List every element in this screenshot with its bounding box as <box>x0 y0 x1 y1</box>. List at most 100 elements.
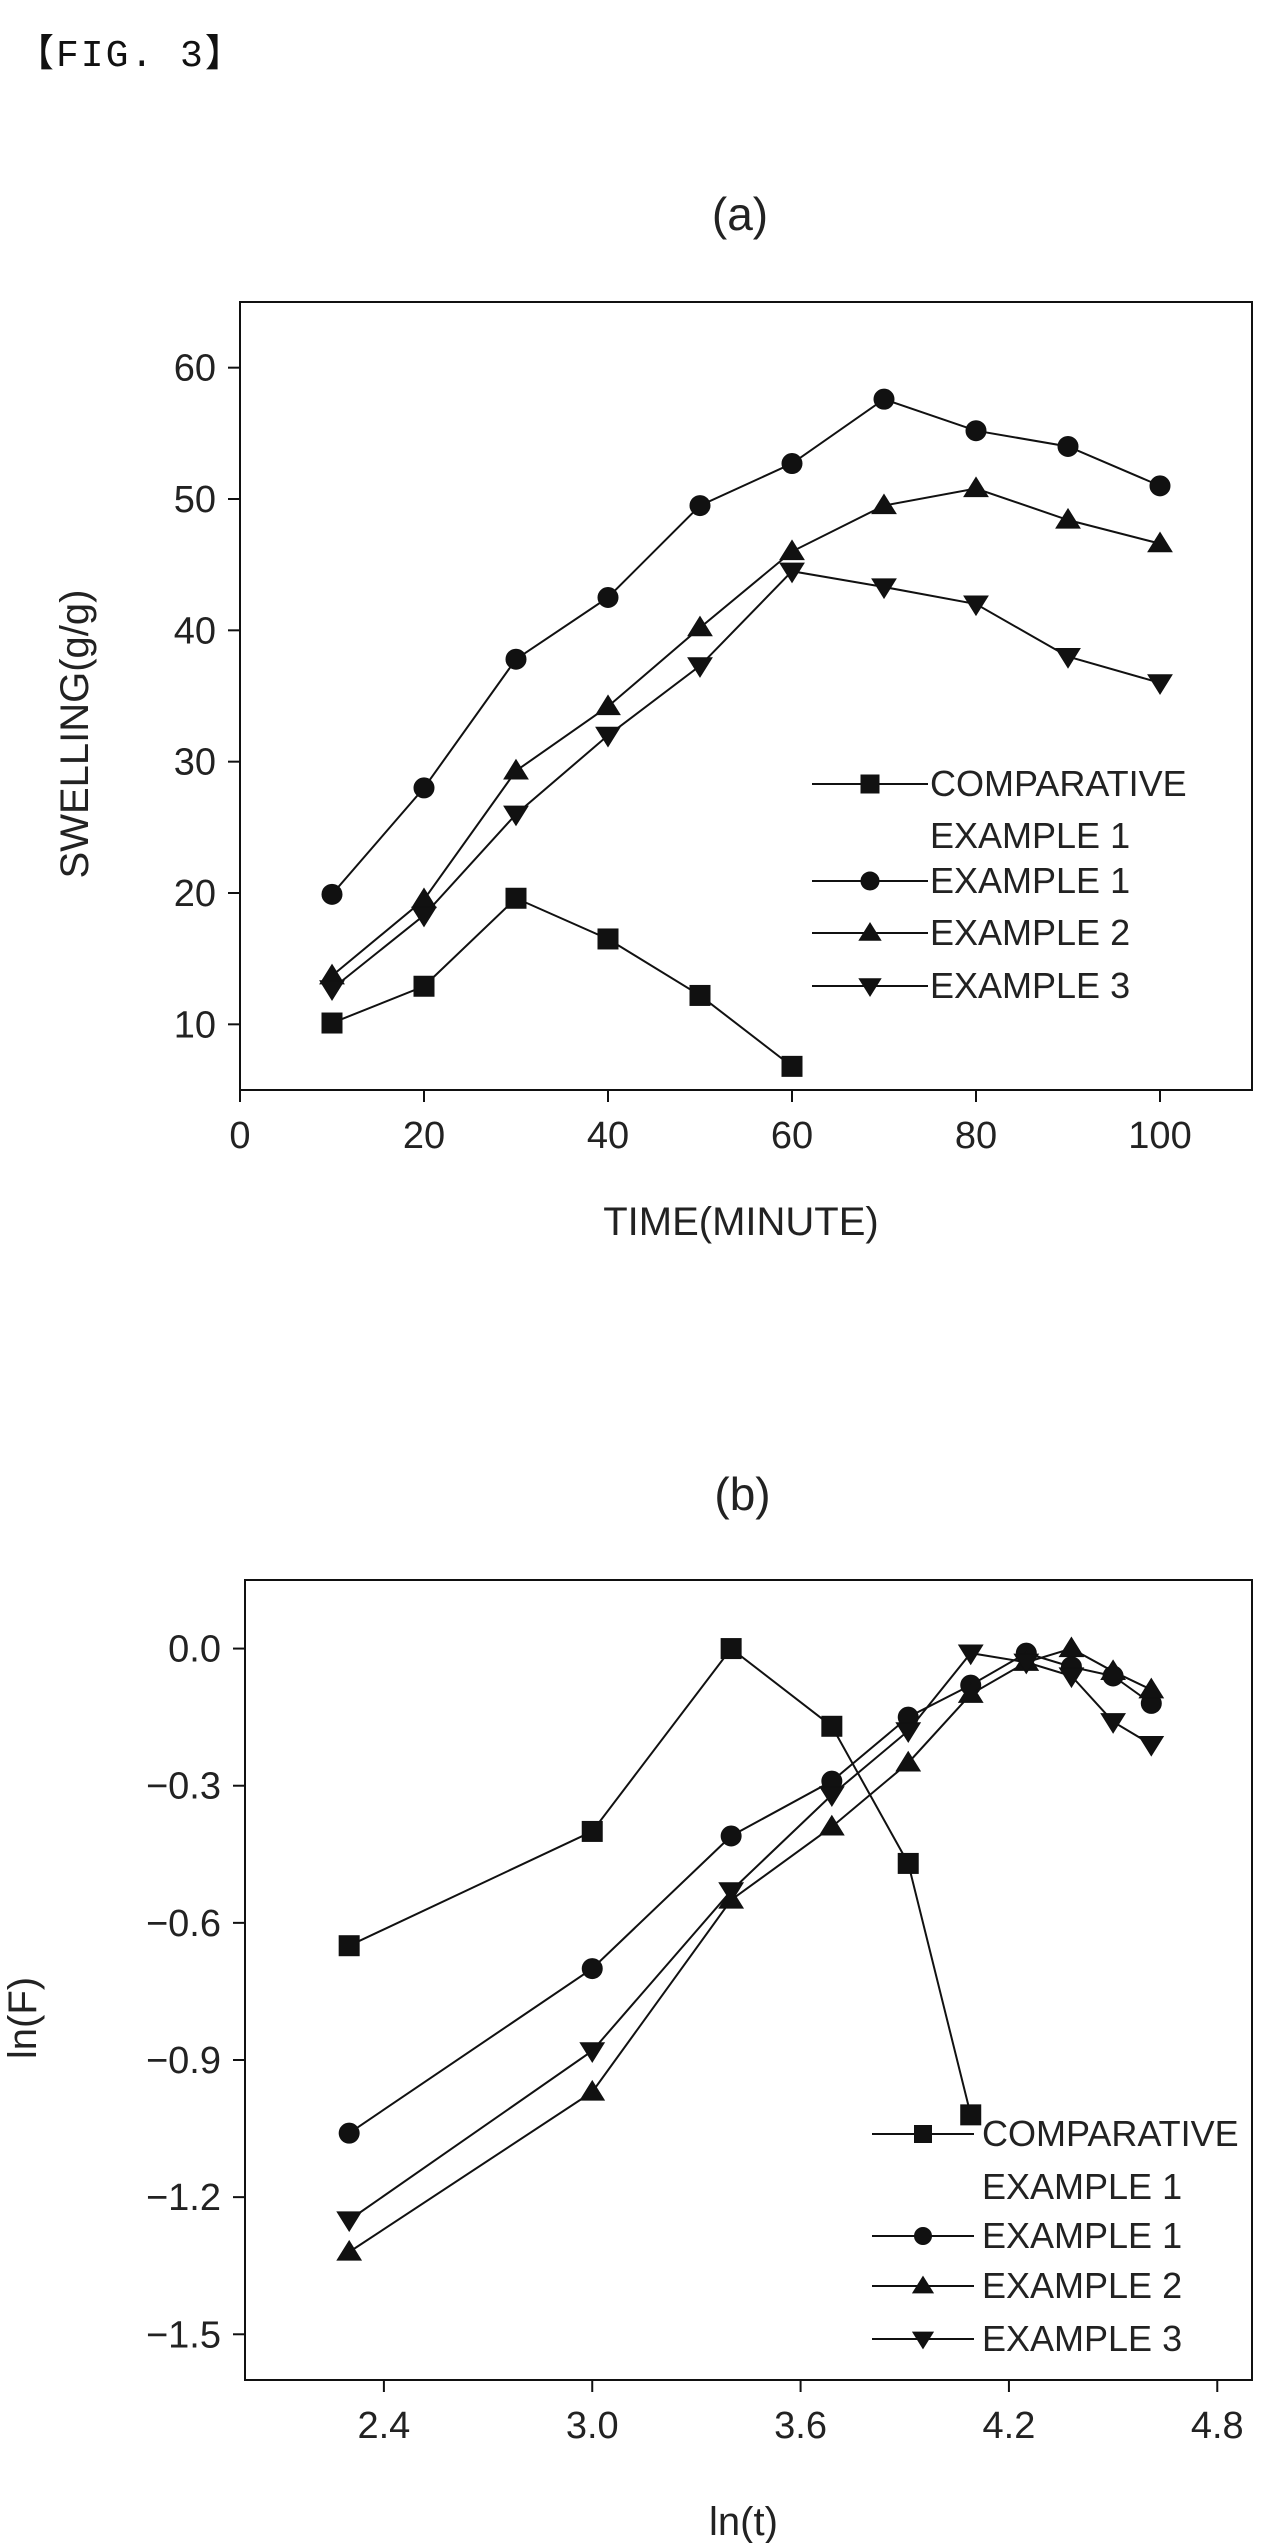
data-point-triangle-up <box>336 2239 363 2261</box>
data-point-square <box>597 928 619 950</box>
series-comparative-example-1 <box>321 887 803 1077</box>
x-tick-label: 3.0 <box>566 2405 619 2447</box>
legend-marker-triangle-up <box>858 922 882 941</box>
legend-label: COMPARATIVE <box>982 2113 1239 2154</box>
data-point-triangle-down <box>319 980 345 1001</box>
y-tick-label: 20 <box>174 873 216 915</box>
x-tick-label: 0 <box>229 1115 250 1157</box>
chart-panel-a: (a) 0 20 40 60 80 100 10 20 30 40 50 60 TIME(MINUTE) S… <box>53 188 1253 1244</box>
legend-label: EXAMPLE 1 <box>982 2215 1182 2256</box>
plot-frame <box>244 1579 1253 2381</box>
series-example-3 <box>319 562 1173 1001</box>
data-point-circle <box>321 883 343 905</box>
data-point-triangle-down <box>411 906 437 928</box>
legend-label: COMPARATIVE <box>930 763 1187 804</box>
x-tick-label: 4.8 <box>1191 2405 1244 2447</box>
data-point-square <box>821 1715 843 1737</box>
legend-label: EXAMPLE 3 <box>982 2318 1182 2359</box>
legend-marker-square <box>914 2125 932 2143</box>
data-point-triangle-up <box>595 694 621 716</box>
data-point-triangle-up <box>779 539 805 561</box>
data-point-triangle-down <box>963 595 989 617</box>
x-tick-label: 4.2 <box>983 2405 1036 2447</box>
series-line <box>331 487 1161 977</box>
y-tick-label: −0.3 <box>146 1766 221 1808</box>
y-tick-label: −1.2 <box>146 2177 221 2219</box>
legend-marker-triangle-down <box>911 2331 935 2350</box>
data-point-circle <box>338 2122 360 2144</box>
y-tick-label: 0.0 <box>168 1629 221 1671</box>
legend-label: EXAMPLE 1 <box>930 815 1130 856</box>
plot-frame <box>239 301 1253 1091</box>
data-point-triangle-down <box>957 1644 984 1666</box>
legend-marker-circle <box>860 871 880 891</box>
data-point-triangle-up <box>895 1750 922 1772</box>
data-point-triangle-down <box>895 1722 922 1743</box>
data-point-triangle-down <box>718 1882 745 1903</box>
x-tick-label: 60 <box>771 1115 813 1157</box>
data-point-circle <box>781 453 803 475</box>
chart-panel-b: (b) 2.4 3.0 3.6 4.2 4.8 0.0 −0.3 −0.6 −0.9 −1.2 −1.… <box>1 1468 1253 2543</box>
data-point-square <box>960 2104 982 2126</box>
data-point-square <box>897 1852 919 1874</box>
data-point-triangle-up <box>957 1682 984 1703</box>
data-point-triangle-down <box>1147 674 1173 695</box>
data-point-triangle-up <box>1147 531 1173 553</box>
series-line <box>331 398 1161 895</box>
legend-label: EXAMPLE 2 <box>982 2265 1182 2306</box>
data-point-triangle-up <box>579 2079 606 2101</box>
y-tick-label: 30 <box>174 742 216 784</box>
y-tick-label: −1.5 <box>146 2314 221 2356</box>
data-point-square <box>720 1638 742 1660</box>
x-tick-label: 20 <box>403 1115 445 1157</box>
series-line <box>348 1652 1152 2221</box>
series-line <box>348 1647 1152 2253</box>
legend-marker-triangle-up <box>911 2275 935 2294</box>
data-point-circle <box>505 648 527 670</box>
data-point-triangle-down <box>1013 1653 1040 1675</box>
data-point-circle <box>597 587 619 608</box>
data-point-circle <box>413 777 435 799</box>
x-tick-label: 3.6 <box>774 2405 827 2447</box>
data-point-triangle-up <box>503 758 529 780</box>
y-tick-label: 60 <box>174 348 216 390</box>
data-point-triangle-down <box>503 805 529 827</box>
y-tick-label: 50 <box>174 479 216 521</box>
y-tick-label: −0.6 <box>146 1903 221 1945</box>
data-point-triangle-down <box>595 726 621 748</box>
data-point-circle <box>965 420 987 442</box>
data-point-square <box>781 1055 803 1077</box>
series-line <box>348 1647 972 2116</box>
figure-label: 【FIG. 3】 <box>16 35 245 78</box>
legend-label: EXAMPLE 1 <box>982 2166 1182 2207</box>
chart-title: (b) <box>714 1468 770 1520</box>
data-point-triangle-up <box>687 615 713 637</box>
legend-label: EXAMPLE 2 <box>930 912 1130 953</box>
legend: COMPARATIVE EXAMPLE 1 EXAMPLE 1 EXAMPLE 2 EX… <box>872 2113 1239 2359</box>
series-example-1 <box>321 388 1171 905</box>
data-point-triangle-down <box>1058 1667 1085 1689</box>
legend-marker-circle <box>914 2227 932 2245</box>
legend-label: EXAMPLE 3 <box>930 965 1130 1006</box>
y-tick-label: −0.9 <box>146 2040 221 2082</box>
x-tick-label: 80 <box>955 1115 997 1157</box>
data-point-triangle-up <box>1138 1677 1165 1699</box>
data-point-circle <box>1057 435 1079 457</box>
data-point-square <box>505 887 527 909</box>
x-axis-label: TIME(MINUTE) <box>603 1200 879 1244</box>
data-point-triangle-down <box>1138 1735 1165 1757</box>
data-point-triangle-down <box>871 578 897 600</box>
series-line <box>331 570 1161 990</box>
chart-title: (a) <box>712 188 768 240</box>
data-point-square <box>338 1935 360 1957</box>
data-point-triangle-up <box>1100 1659 1127 1681</box>
data-point-triangle-down <box>336 2211 363 2233</box>
data-point-triangle-up <box>818 1814 845 1836</box>
y-tick-label: 40 <box>174 610 216 652</box>
data-point-triangle-up <box>871 493 897 515</box>
data-point-circle <box>581 1958 603 1980</box>
series-line <box>348 1652 1152 2134</box>
legend-label: EXAMPLE 1 <box>930 860 1130 901</box>
